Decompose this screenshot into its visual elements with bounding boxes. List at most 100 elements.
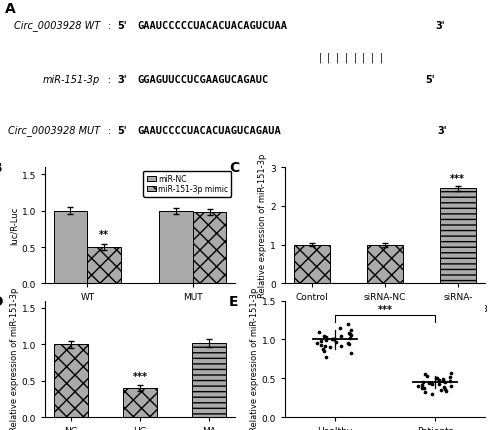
Bar	[54, 344, 88, 417]
Text: Circ_0003928 MUT: Circ_0003928 MUT	[8, 125, 100, 136]
Point	[326, 344, 334, 351]
Point	[317, 338, 325, 345]
Point	[423, 373, 431, 380]
Text: **: **	[99, 230, 109, 240]
Point	[346, 335, 354, 341]
Y-axis label: Relative expression of miR-151-3p: Relative expression of miR-151-3p	[250, 287, 259, 430]
Text: 5': 5'	[118, 126, 127, 135]
Point	[440, 384, 448, 390]
Point	[330, 336, 338, 343]
Text: |: |	[371, 52, 374, 62]
Text: :: :	[108, 21, 111, 31]
Text: |: |	[318, 52, 322, 62]
Point	[320, 348, 328, 355]
Point	[316, 329, 324, 335]
Point	[346, 327, 354, 334]
Point	[420, 385, 428, 392]
Text: GGAGUUCCUCGAAGUCAGAUC: GGAGUUCCUCGAAGUCAGAUC	[138, 74, 269, 85]
Bar	[54, 211, 88, 284]
Point	[424, 380, 432, 387]
Point	[441, 386, 449, 393]
Text: miR-151-3p: miR-151-3p	[43, 74, 100, 85]
Text: 3': 3'	[118, 74, 127, 85]
Point	[433, 374, 441, 381]
Point	[332, 338, 340, 345]
Text: 5': 5'	[425, 74, 434, 85]
Point	[328, 336, 336, 343]
Point	[439, 377, 447, 384]
Y-axis label: Relative expression of miR-151-3p: Relative expression of miR-151-3p	[10, 287, 19, 430]
Text: GAAUCCCCCUACACUACAGUCUAA: GAAUCCCCCUACACUACAGUCUAA	[138, 21, 288, 31]
Y-axis label: luc/R-Luc: luc/R-Luc	[10, 207, 19, 245]
Point	[421, 389, 429, 396]
Text: ***: ***	[378, 304, 392, 314]
Point	[322, 343, 330, 350]
Bar	[192, 213, 226, 284]
Point	[437, 387, 445, 393]
Point	[414, 383, 422, 390]
Text: 5': 5'	[118, 21, 127, 31]
Point	[346, 331, 354, 338]
Text: |: |	[354, 52, 356, 62]
Text: GAAUCCCCUACACUAGUCAGAUA: GAAUCCCCUACACUAGUCAGAUA	[138, 126, 281, 135]
Point	[337, 342, 345, 349]
Point	[428, 390, 436, 397]
Text: 3': 3'	[435, 21, 444, 31]
Point	[428, 381, 436, 387]
Point	[330, 335, 338, 342]
Point	[447, 369, 455, 376]
Point	[434, 381, 442, 388]
Text: 3': 3'	[438, 126, 447, 135]
Point	[336, 325, 344, 332]
Text: :: :	[108, 126, 111, 135]
Text: A: A	[5, 2, 16, 15]
Text: ***: ***	[132, 371, 148, 381]
Point	[344, 340, 352, 347]
Point	[434, 377, 442, 384]
Bar	[159, 211, 192, 284]
Text: |: |	[327, 52, 330, 62]
Bar	[88, 248, 121, 284]
Point	[438, 376, 446, 383]
Y-axis label: Relative expression of miR-151-3p: Relative expression of miR-151-3p	[258, 154, 268, 298]
Point	[447, 383, 455, 390]
Text: |: |	[380, 52, 383, 62]
Text: E: E	[229, 294, 238, 308]
Bar	[294, 245, 331, 284]
Legend: miR-NC, miR-151-3p mimic: miR-NC, miR-151-3p mimic	[144, 172, 231, 197]
Point	[322, 334, 330, 341]
Point	[317, 342, 325, 349]
Bar	[192, 343, 226, 417]
Text: ***: ***	[450, 174, 465, 184]
Point	[418, 384, 426, 391]
Text: |: |	[336, 52, 339, 62]
Point	[344, 330, 352, 337]
Point	[346, 341, 354, 348]
Text: |: |	[344, 52, 348, 62]
Text: D: D	[0, 294, 4, 308]
Point	[432, 375, 440, 382]
Point	[337, 332, 345, 339]
Bar	[122, 388, 158, 417]
Point	[344, 321, 352, 328]
Point	[322, 337, 330, 344]
Bar	[367, 245, 403, 284]
Point	[347, 332, 355, 338]
Point	[446, 378, 454, 385]
Point	[313, 339, 321, 346]
Point	[347, 350, 355, 357]
Point	[322, 353, 330, 360]
Point	[421, 371, 429, 378]
Point	[441, 379, 449, 386]
Point	[442, 387, 450, 394]
Point	[320, 333, 328, 340]
Text: C: C	[229, 161, 239, 175]
Point	[418, 382, 426, 389]
Text: B: B	[0, 161, 2, 175]
Text: |: |	[362, 52, 366, 62]
Point	[446, 373, 454, 380]
Bar	[440, 189, 476, 284]
Point	[419, 379, 427, 386]
Text: :: :	[108, 74, 111, 85]
Point	[320, 346, 328, 353]
